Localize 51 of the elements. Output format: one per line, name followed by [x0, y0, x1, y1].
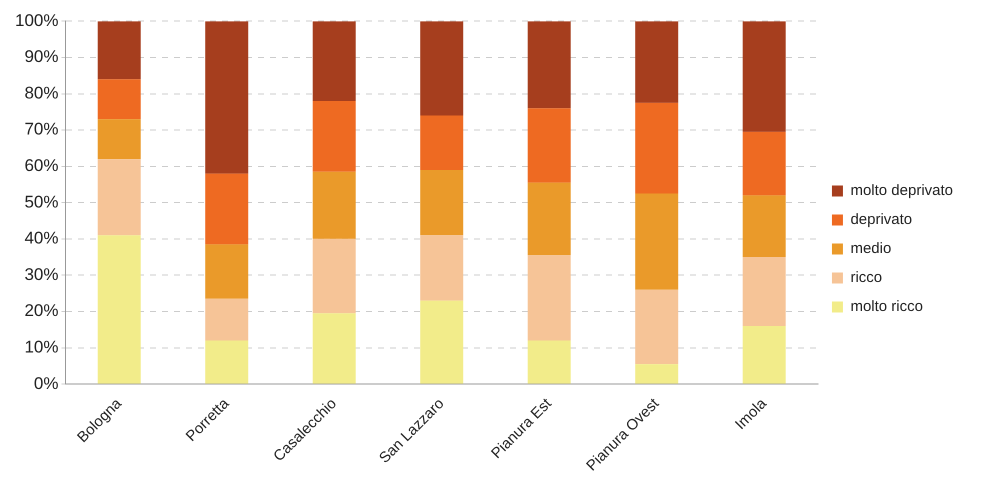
legend-label: medio — [850, 240, 892, 258]
y-tick-label: 10% — [24, 337, 58, 356]
y-tick-label: 100% — [14, 10, 58, 30]
bar — [98, 235, 141, 384]
bar — [420, 116, 464, 170]
legend-label: ricco — [850, 269, 882, 286]
bar — [205, 174, 248, 244]
legend-label: molto deprivato — [850, 182, 954, 200]
bar — [312, 313, 356, 384]
bar — [528, 255, 571, 341]
bar — [742, 195, 786, 258]
y-tick-label: 70% — [24, 120, 58, 139]
y-tick-label: 0% — [34, 374, 58, 393]
y-tick-label: 60% — [24, 156, 58, 176]
bar — [742, 257, 786, 326]
bar — [312, 238, 356, 314]
bar — [742, 21, 786, 132]
bar — [312, 172, 356, 239]
bar — [635, 194, 678, 290]
bar — [742, 132, 786, 196]
y-tick-label: 50% — [24, 192, 58, 212]
y-tick-label: 80% — [24, 83, 58, 102]
bar — [420, 21, 464, 116]
bar — [205, 244, 248, 299]
bar — [528, 21, 571, 108]
bar — [742, 326, 786, 384]
legend-label: molto ricco — [850, 298, 923, 316]
bar — [528, 182, 571, 256]
bar — [98, 79, 141, 120]
bar — [98, 159, 141, 236]
bar — [635, 21, 678, 103]
bar — [205, 340, 248, 384]
y-tick-label: 90% — [24, 47, 58, 66]
bar — [420, 300, 464, 384]
y-tick-label: 20% — [24, 301, 58, 320]
bar — [528, 340, 571, 384]
bar — [635, 290, 678, 364]
bar — [312, 21, 356, 102]
bar — [98, 119, 141, 160]
bar — [98, 21, 141, 80]
bar — [420, 235, 464, 301]
bar — [635, 102, 678, 194]
y-tick-label: 30% — [24, 264, 58, 284]
y-tick-label: 40% — [24, 228, 58, 248]
bar — [205, 298, 248, 341]
bar — [528, 108, 571, 183]
bar — [312, 101, 356, 172]
legend-label: deprivato — [850, 211, 912, 228]
bar — [635, 364, 678, 384]
bar — [205, 21, 248, 174]
bar — [420, 170, 464, 236]
